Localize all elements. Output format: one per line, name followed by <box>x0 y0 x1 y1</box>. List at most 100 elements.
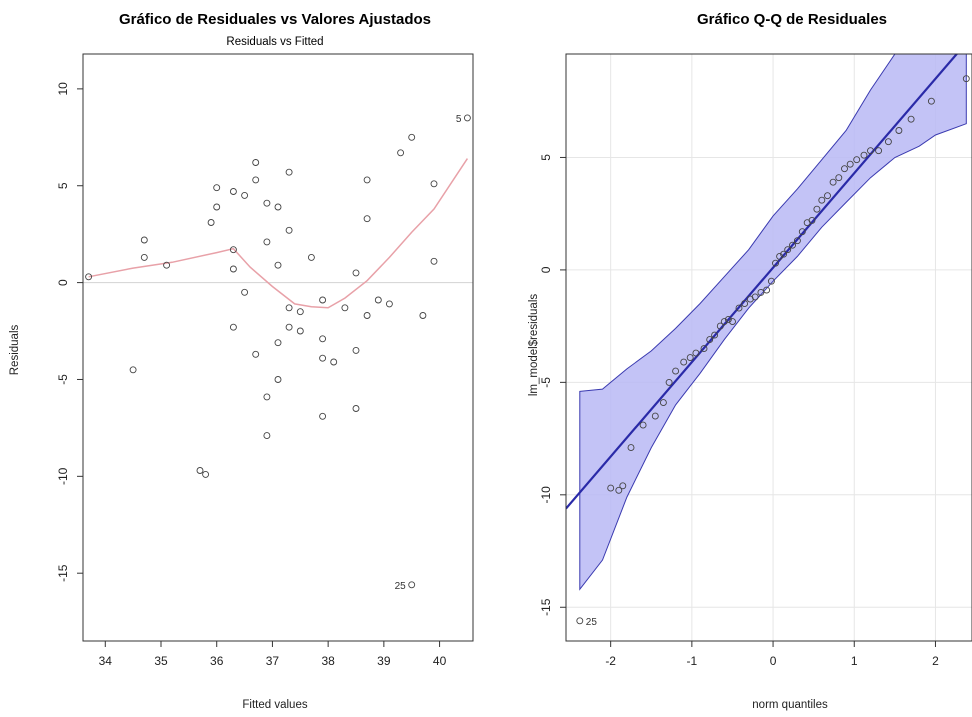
data-point <box>772 259 779 267</box>
data-point <box>607 484 615 492</box>
data-point <box>757 288 765 296</box>
left-plot-frame <box>82 53 474 642</box>
data-point <box>229 188 237 195</box>
data-point <box>213 184 221 192</box>
data-point <box>860 151 868 159</box>
right-y-tick-label: -10 <box>539 486 553 504</box>
data-point <box>798 228 806 236</box>
left-x-tick-label: 39 <box>377 654 391 668</box>
data-point <box>341 304 349 312</box>
data-point <box>363 176 371 184</box>
data-point <box>252 176 260 184</box>
right-x-tick-label: -2 <box>605 654 616 668</box>
data-point <box>767 277 775 285</box>
data-point <box>241 191 249 199</box>
data-point <box>307 253 315 261</box>
data-point <box>330 358 338 366</box>
data-point <box>196 467 204 474</box>
left-y-tick-label: -15 <box>56 564 70 582</box>
data-point <box>263 238 271 246</box>
left-chart-title: Gráfico de Residuales vs Valores Ajustad… <box>119 11 431 28</box>
data-point <box>85 273 93 281</box>
left-chart-subtitle: Residuals vs Fitted <box>226 36 323 48</box>
data-point <box>692 349 700 357</box>
data-point <box>202 470 210 478</box>
left-x-tick-label: 37 <box>266 654 280 668</box>
data-point <box>285 304 293 312</box>
right-x-tick-label: 1 <box>851 654 858 668</box>
data-point <box>700 345 708 353</box>
data-point <box>252 350 260 358</box>
data-point <box>285 226 293 234</box>
data-point <box>776 252 784 260</box>
data-point <box>716 322 724 330</box>
right-y-tick-label: -5 <box>539 377 553 388</box>
data-point <box>374 296 382 304</box>
data-point <box>408 133 416 141</box>
data-point <box>319 296 327 304</box>
data-point <box>285 168 293 176</box>
data-point <box>711 331 719 339</box>
right-chart-title: Gráfico Q-Q de Residuales <box>697 11 887 28</box>
data-point <box>263 199 271 207</box>
data-point <box>419 312 427 319</box>
data-point <box>793 237 801 245</box>
data-point <box>927 97 935 105</box>
data-point <box>706 336 714 344</box>
data-point <box>615 486 623 494</box>
data-point <box>229 246 237 254</box>
left-y-tick-label: 10 <box>56 82 70 96</box>
data-point <box>895 127 903 134</box>
left-y-tick-label: -10 <box>56 467 70 485</box>
left-y-axis-label: Residuals <box>9 325 21 376</box>
right-y-axis-label: lm_model$residuals <box>528 294 540 397</box>
data-point <box>619 482 627 490</box>
data-point <box>829 178 837 186</box>
qq-reference-line <box>566 54 959 510</box>
data-point <box>319 354 327 362</box>
data-point <box>397 149 405 157</box>
data-point <box>213 203 221 211</box>
data-point <box>430 257 438 265</box>
right-x-tick-label: -1 <box>687 654 698 668</box>
left-x-tick-label: 35 <box>154 654 168 668</box>
data-point <box>296 327 304 335</box>
data-point <box>818 196 826 204</box>
data-point <box>659 399 667 407</box>
left-x-tick-label: 40 <box>433 654 447 668</box>
data-point <box>763 286 771 294</box>
data-point <box>846 160 854 168</box>
data-point <box>784 246 792 254</box>
data-point <box>875 147 883 155</box>
left-y-tick-label: 0 <box>56 279 70 286</box>
right-y-tick-label: -15 <box>539 598 553 616</box>
data-point <box>751 293 759 301</box>
data-point <box>884 138 892 146</box>
data-point <box>274 376 282 383</box>
left-y-tick-label: -5 <box>56 374 70 385</box>
data-point <box>319 412 327 420</box>
left-plot-content: 25 5 <box>83 114 473 592</box>
data-point <box>651 412 659 420</box>
data-point <box>274 339 282 347</box>
data-point <box>263 432 271 440</box>
data-point <box>207 219 215 226</box>
right-y-tick-label: 0 <box>539 266 553 273</box>
data-point <box>263 393 271 401</box>
data-point <box>363 215 371 223</box>
loess-smooth-line <box>88 158 469 309</box>
left-x-axis-label: Fitted values <box>242 699 307 711</box>
right-y-tick-label: 5 <box>539 154 553 161</box>
data-point <box>140 253 148 261</box>
data-point <box>686 354 694 362</box>
left-x-tick-label: 36 <box>210 654 224 668</box>
data-point <box>296 308 304 316</box>
point-label: 25 <box>586 617 598 628</box>
data-point <box>430 180 438 188</box>
data-point <box>576 617 584 625</box>
data-point <box>627 444 635 452</box>
data-point <box>285 323 293 331</box>
data-point <box>352 405 360 412</box>
data-point <box>835 174 843 182</box>
